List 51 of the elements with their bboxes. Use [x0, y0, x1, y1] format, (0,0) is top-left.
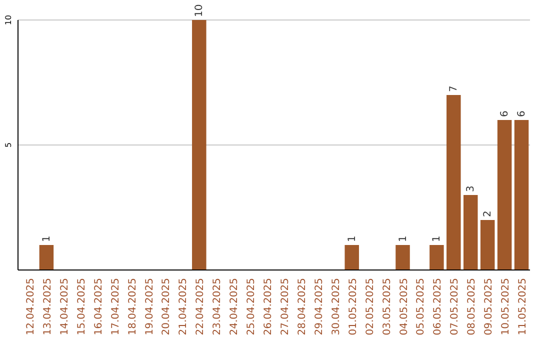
- y-tick-label: 5: [4, 142, 13, 148]
- x-tick-label: 14.04.2025: [59, 278, 70, 336]
- data-label: 1: [346, 236, 358, 242]
- bar: [446, 95, 461, 270]
- x-tick-label: 30.04.2025: [330, 278, 342, 336]
- x-tick-label: 04.05.2025: [398, 278, 410, 336]
- x-tick-label: 02.05.2025: [364, 278, 376, 336]
- bar: [344, 245, 359, 270]
- x-tick-label: 06.05.2025: [432, 278, 444, 336]
- x-tick-label: 22.04.2025: [195, 278, 206, 336]
- bar: [430, 245, 444, 270]
- x-tick-label: 29.04.2025: [314, 278, 325, 336]
- x-tick-label: 08.05.2025: [466, 278, 478, 336]
- x-tick-label: 15.04.2025: [76, 278, 88, 336]
- x-tick-label: 01.05.2025: [348, 278, 359, 336]
- data-label: 1: [398, 236, 409, 242]
- data-label: 7: [448, 86, 460, 92]
- x-tick-label: 20.04.2025: [161, 278, 172, 336]
- data-label: 6: [500, 110, 511, 117]
- x-tick-label: 09.05.2025: [484, 278, 495, 336]
- x-tick-label: 24.04.2025: [229, 278, 240, 336]
- bar: [192, 20, 206, 270]
- x-tick-label: 21.04.2025: [178, 278, 190, 336]
- data-label: 2: [482, 210, 494, 217]
- x-tick-label: 28.04.2025: [296, 278, 308, 336]
- x-tick-label: 18.04.2025: [127, 278, 138, 336]
- x-tick-label: 13.04.2025: [42, 278, 54, 336]
- bar: [514, 120, 529, 270]
- x-tick-label: 19.04.2025: [144, 278, 156, 336]
- x-tick-label: 25.04.2025: [246, 278, 258, 336]
- bar: [463, 195, 478, 270]
- x-tick-label: 26.04.2025: [263, 278, 274, 336]
- x-tick-label: 17.04.2025: [110, 278, 122, 336]
- data-label: 6: [516, 110, 528, 117]
- x-tick-label: 23.04.2025: [212, 278, 224, 336]
- bar: [396, 245, 410, 270]
- bar: [480, 220, 495, 270]
- x-tick-label: 12.04.2025: [25, 278, 36, 336]
- x-tick-label: 07.05.2025: [450, 278, 461, 336]
- x-tick-label: 16.04.2025: [93, 278, 104, 336]
- x-tick-label: 05.05.2025: [416, 278, 427, 336]
- bar: [497, 120, 512, 270]
- data-label: 3: [466, 186, 477, 192]
- x-tick-label: 11.05.2025: [518, 278, 529, 336]
- x-tick-label: 03.05.2025: [382, 278, 393, 336]
- data-label: 1: [432, 236, 443, 242]
- data-label: 1: [41, 236, 52, 242]
- data-label: 10: [194, 4, 206, 17]
- x-tick-label: 10.05.2025: [500, 278, 512, 336]
- x-tick-label: 27.04.2025: [280, 278, 291, 336]
- bar: [39, 245, 54, 270]
